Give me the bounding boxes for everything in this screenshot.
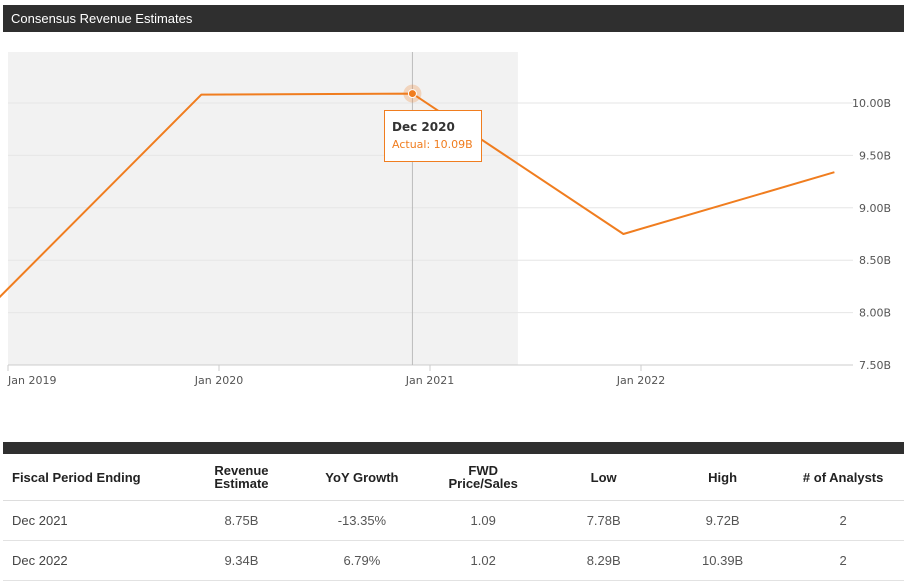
- column-header[interactable]: YoY Growth: [301, 454, 422, 501]
- table-cell: 6.79%: [301, 540, 422, 581]
- table-cell: 9.34B: [181, 540, 302, 581]
- tooltip-value: Actual: 10.09B: [392, 138, 473, 151]
- y-tick-label: 8.50B: [859, 254, 891, 267]
- highlight-point[interactable]: [407, 89, 417, 99]
- y-tick-label: 7.50B: [859, 359, 891, 372]
- tooltip-period: Dec 2020: [392, 120, 455, 134]
- y-tick-label: 9.50B: [859, 149, 891, 162]
- table-cell: 2: [782, 540, 904, 581]
- column-header[interactable]: Fiscal Period Ending: [3, 454, 182, 501]
- chart-tooltip: Dec 2020 Actual: 10.09B: [384, 110, 482, 162]
- x-tick-label: Jan 2019: [7, 374, 56, 387]
- x-tick-label: Jan 2020: [194, 374, 243, 387]
- column-header[interactable]: High: [662, 454, 783, 501]
- table-cell: Dec 2022: [3, 540, 182, 581]
- table-cell: 9.72B: [662, 500, 783, 541]
- table-cell: 1.02: [421, 540, 545, 581]
- column-header[interactable]: Revenue Estimate: [181, 454, 302, 501]
- column-header[interactable]: # of Analysts: [782, 454, 904, 501]
- table-cell: Dec 2021: [3, 500, 182, 541]
- table-cell: 8.29B: [544, 540, 663, 581]
- table-cell: 1.09: [421, 500, 545, 541]
- table-row: Dec 2021 8.75B -13.35% 1.09 7.78B 9.72B 2: [3, 500, 904, 541]
- x-tick-label: Jan 2021: [405, 374, 454, 387]
- table-cell: 2: [782, 500, 904, 541]
- y-tick-label: 8.00B: [859, 307, 891, 320]
- chart-header: Consensus Revenue Estimates: [3, 5, 904, 32]
- x-tick-label: Jan 2022: [616, 374, 665, 387]
- table-header-row: Fiscal Period Ending Revenue Estimate YoY G…: [3, 454, 904, 501]
- actual-period-shade: [8, 52, 518, 365]
- table-cell: -13.35%: [301, 500, 422, 541]
- column-header[interactable]: Low: [544, 454, 663, 501]
- revenue-chart: 7.50B 8.00B 8.50B 9.00B 9.50B 10.00B Jan 2019…: [0, 52, 891, 387]
- table-cell: 10.39B: [662, 540, 783, 581]
- table-row: Dec 2022 9.34B 6.79% 1.02 8.29B 10.39B 2: [3, 540, 904, 581]
- column-header[interactable]: FWD Price/Sales: [421, 454, 545, 501]
- table-cell: 7.78B: [544, 500, 663, 541]
- y-tick-label: 10.00B: [852, 97, 891, 110]
- table-header-bar: [3, 442, 904, 454]
- table-cell: 8.75B: [181, 500, 302, 541]
- estimates-table: Fiscal Period Ending Revenue Estimate YoY G…: [3, 454, 904, 581]
- y-tick-label: 9.00B: [859, 202, 891, 215]
- chart-title: Consensus Revenue Estimates: [11, 11, 193, 26]
